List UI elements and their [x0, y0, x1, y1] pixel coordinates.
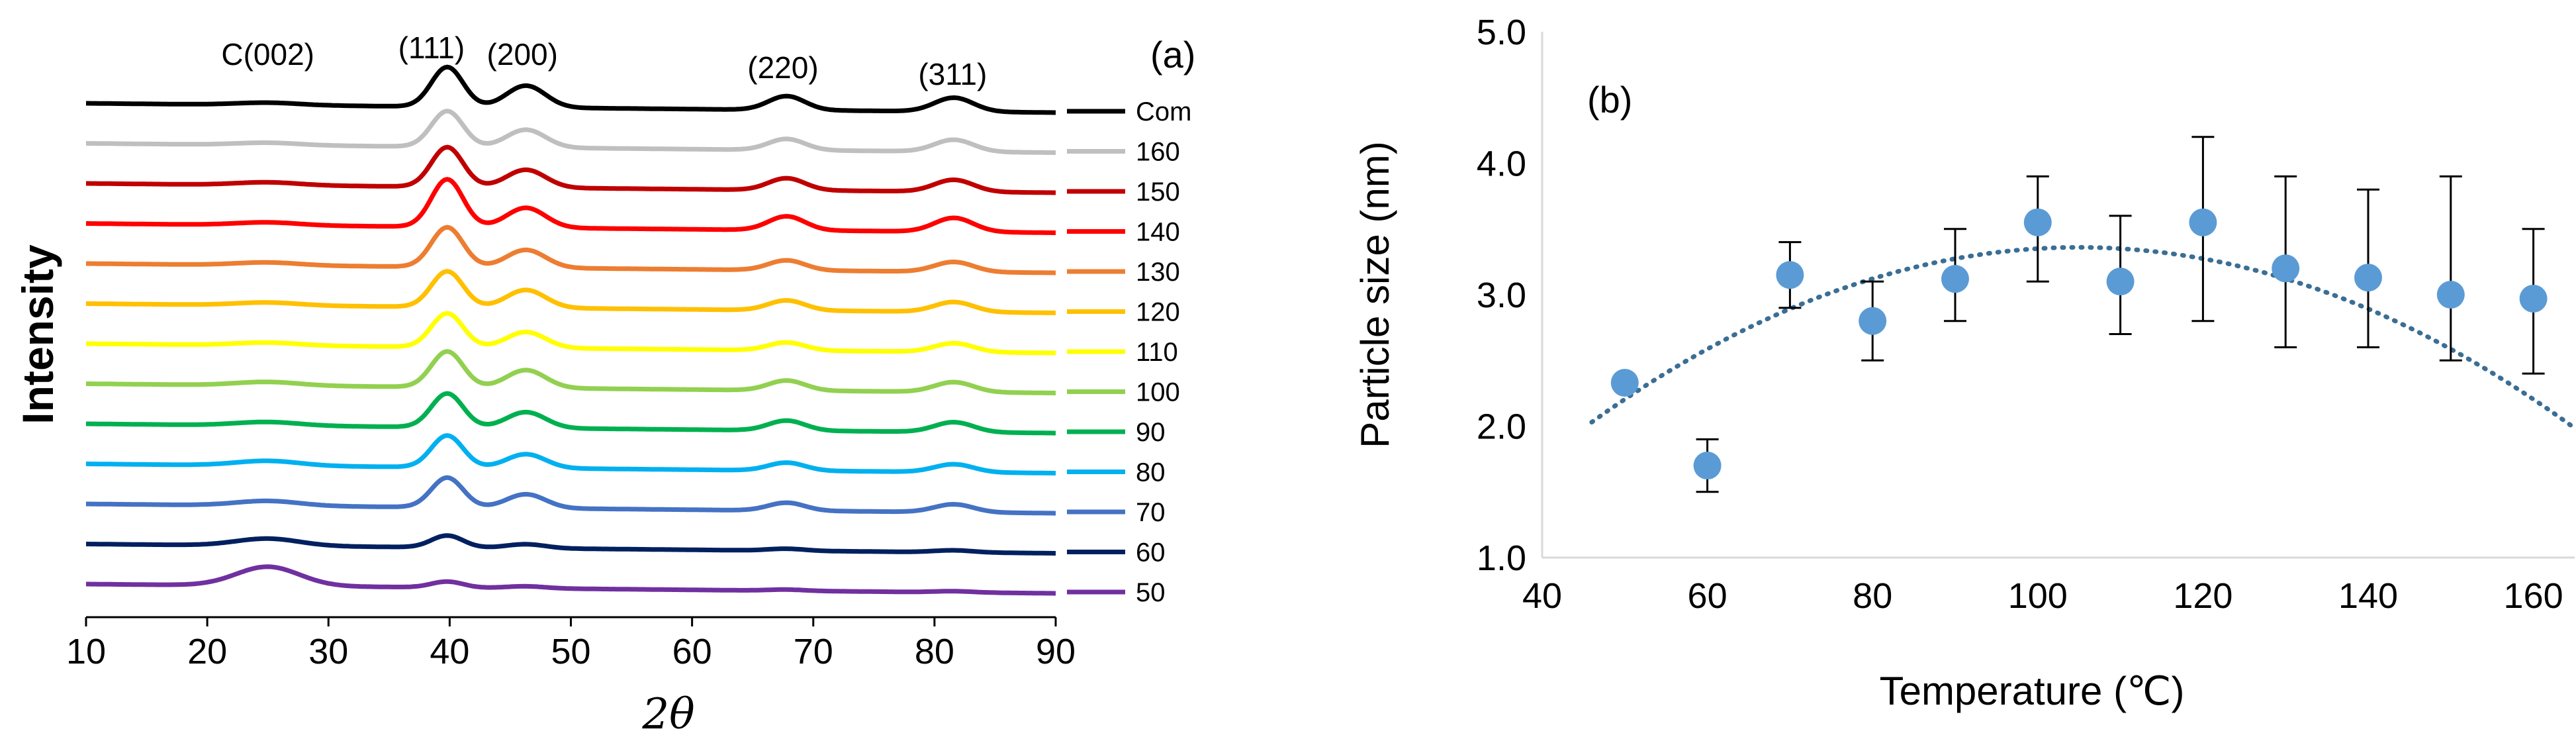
data-point	[2272, 254, 2300, 283]
xrd-x-ticks: 10 20 30 40 50 60 70 80 90	[66, 617, 1076, 671]
size-y-tick-label: 1.0	[1477, 538, 1526, 578]
legend-label: 100	[1136, 378, 1180, 407]
error-bars	[1696, 136, 2545, 493]
xrd-y-axis-title: Intensity	[13, 244, 62, 424]
xrd-peak-labels: C(002) (111) (200) (220) (311)	[221, 30, 987, 91]
data-point	[1693, 452, 1722, 480]
size-x-tick-label: 40	[1522, 576, 1562, 616]
size-y-tick-label: 3.0	[1477, 275, 1526, 315]
size-y-tick-label: 2.0	[1477, 407, 1526, 447]
xrd-trace	[86, 564, 1056, 596]
size-x-tick-label: 140	[2338, 576, 2398, 616]
legend-label: Com	[1136, 97, 1191, 126]
xrd-trace	[86, 433, 1056, 475]
data-point	[1859, 307, 1887, 335]
xrd-traces	[86, 64, 1056, 596]
xrd-x-tick-label: 20	[187, 632, 227, 671]
size-y-tick-label: 5.0	[1477, 13, 1526, 52]
xrd-panel-label: (a)	[1150, 34, 1195, 75]
data-point	[1776, 261, 1804, 289]
data-point	[2354, 264, 2382, 292]
xrd-trace	[86, 475, 1056, 516]
xrd-trace	[86, 109, 1056, 155]
xrd-legend: Com 160 150 140 130 120 110 100 90 80 70 60 50	[1067, 97, 1191, 607]
xrd-trace	[86, 224, 1056, 275]
xrd-x-tick-label: 80	[915, 632, 954, 671]
xrd-x-tick-label: 50	[551, 632, 590, 671]
legend-label: 50	[1136, 578, 1166, 607]
xrd-panel: 10 20 30 40 50 60 70 80 90 Com 160 150 140 130 120 110…	[13, 30, 1195, 739]
size-y-tick-label: 4.0	[1477, 144, 1526, 184]
legend-label: 90	[1136, 418, 1166, 447]
data-point	[2106, 268, 2135, 296]
peak-label: (220)	[747, 50, 818, 85]
xrd-trace	[86, 269, 1056, 315]
xrd-x-tick-label: 30	[308, 632, 348, 671]
size-panel-label: (b)	[1587, 79, 1632, 121]
size-x-tick-label: 60	[1688, 576, 1727, 616]
data-point	[1941, 265, 1969, 293]
xrd-trace	[86, 391, 1056, 436]
size-x-tick-label: 80	[1853, 576, 1892, 616]
xrd-x-tick-label: 40	[430, 632, 469, 671]
size-x-ticks: 40 60 80 100 120 140 160	[1522, 576, 2563, 616]
legend-label: 160	[1136, 138, 1180, 167]
xrd-x-tick-label: 60	[672, 632, 712, 671]
peak-label: (200)	[487, 37, 558, 72]
data-point	[2519, 284, 2548, 313]
xrd-trace	[86, 64, 1056, 115]
legend-label: 80	[1136, 458, 1166, 487]
xrd-trace	[86, 177, 1056, 235]
peak-label: (111)	[398, 30, 465, 65]
xrd-trace	[86, 533, 1056, 556]
size-x-tick-label: 160	[2504, 576, 2563, 616]
size-y-ticks: 1.0 2.0 3.0 4.0 5.0	[1477, 13, 1526, 578]
data-point	[2189, 208, 2217, 236]
xrd-x-tick-label: 70	[794, 632, 833, 671]
legend-label: 130	[1136, 258, 1180, 287]
legend-label: 120	[1136, 298, 1180, 327]
legend-label: 70	[1136, 498, 1166, 527]
data-point	[2436, 281, 2465, 309]
xrd-x-axis-title: 2θ	[641, 690, 694, 739]
xrd-x-tick-label: 90	[1036, 632, 1076, 671]
legend-label: 110	[1136, 338, 1178, 367]
xrd-trace	[86, 349, 1056, 395]
peak-label: (311)	[918, 57, 987, 91]
particle-size-panel: 1.0 2.0 3.0 4.0 5.0 40 60 80 100 120 140 160 (b) P…	[1353, 13, 2576, 713]
size-x-tick-label: 100	[2008, 576, 2068, 616]
legend-label: 150	[1136, 177, 1180, 207]
peak-label: C(002)	[221, 37, 314, 72]
xrd-trace	[86, 311, 1056, 356]
size-y-axis-title: Particle size (nm)	[1353, 141, 1397, 448]
trend-line	[1589, 244, 2576, 431]
legend-label: 60	[1136, 538, 1166, 568]
data-point	[1610, 368, 1639, 397]
data-points	[1610, 208, 2548, 480]
xrd-trace	[86, 144, 1056, 195]
data-point	[2023, 208, 2052, 236]
size-x-axis-title: Temperature (℃)	[1880, 669, 2185, 713]
xrd-x-tick-label: 10	[66, 632, 106, 671]
size-x-tick-label: 120	[2173, 576, 2232, 616]
legend-label: 140	[1136, 218, 1180, 247]
